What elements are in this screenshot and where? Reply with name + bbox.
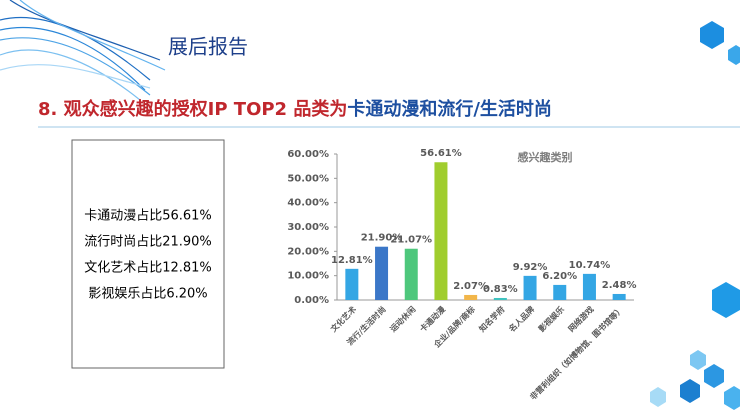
y-tick-label: 20.00%: [287, 246, 329, 257]
value-label: 21.90%: [361, 233, 403, 244]
value-label: 21.07%: [390, 235, 432, 246]
value-label: 2.48%: [602, 280, 637, 291]
value-label: 12.81%: [331, 255, 373, 266]
summary-text: 卡通动漫占比56.61% 流行时尚占比21.90% 文化艺术占比12.81% 影视娱乐…: [84, 209, 212, 302]
swirl-decoration: [0, 0, 166, 101]
summary-line: 影视娱乐占比6.20%: [88, 287, 207, 302]
value-label: 0.83%: [483, 284, 518, 295]
bar: [612, 293, 626, 300]
x-tick-label: 影视娱乐: [536, 304, 566, 334]
headline-part: 卡通动漫和流行/生活时尚: [347, 98, 552, 120]
y-tick-label: 0.00%: [294, 295, 329, 306]
headline-part: 8. 观众感兴趣的授权IP TOP2 品类为: [38, 98, 347, 120]
bar: [464, 294, 478, 300]
header-title: 展后报告: [168, 35, 248, 59]
summary-line: 流行时尚占比21.90%: [84, 235, 212, 250]
value-label: 2.07%: [453, 281, 488, 292]
x-tick-label: 名人品牌: [507, 304, 537, 334]
summary-line: 文化艺术占比12.81%: [84, 261, 212, 276]
y-tick-label: 40.00%: [287, 198, 329, 209]
y-tick-label: 10.00%: [287, 271, 329, 282]
bar: [345, 268, 359, 300]
value-label: 10.74%: [569, 260, 611, 271]
bar: [493, 297, 507, 300]
y-tick-label: 50.00%: [287, 173, 329, 184]
bar: [523, 275, 537, 300]
value-label: 9.92%: [513, 262, 548, 273]
chart: 感兴趣类别 0.00% 10.00% 20.00% 30.00% 40.00% 50.00…: [287, 148, 636, 401]
bar: [375, 246, 389, 300]
x-tick-label: 卡通动漫: [417, 304, 447, 334]
x-tick-label: 知名学府: [477, 304, 507, 334]
headline: 8. 观众感兴趣的授权IP TOP2 品类为卡通动漫和流行/生活时尚: [38, 98, 552, 120]
value-label: 6.20%: [542, 271, 577, 282]
y-tick-label: 30.00%: [287, 222, 329, 233]
bar: [582, 273, 596, 300]
x-tick-label: 文化艺术: [328, 304, 358, 334]
x-tick-label: 网络游戏: [566, 304, 596, 334]
y-tick-label: 60.00%: [287, 149, 329, 160]
summary-line: 卡通动漫占比56.61%: [84, 209, 212, 224]
bar: [434, 162, 448, 300]
hexagon-decoration: [650, 21, 740, 410]
bar: [404, 248, 418, 300]
x-tick-label: 运动休闲: [388, 304, 418, 334]
bar: [553, 284, 567, 300]
chart-title: 感兴趣类别: [518, 150, 573, 164]
summary-box: [71, 139, 225, 369]
value-label: 56.61%: [420, 148, 462, 159]
